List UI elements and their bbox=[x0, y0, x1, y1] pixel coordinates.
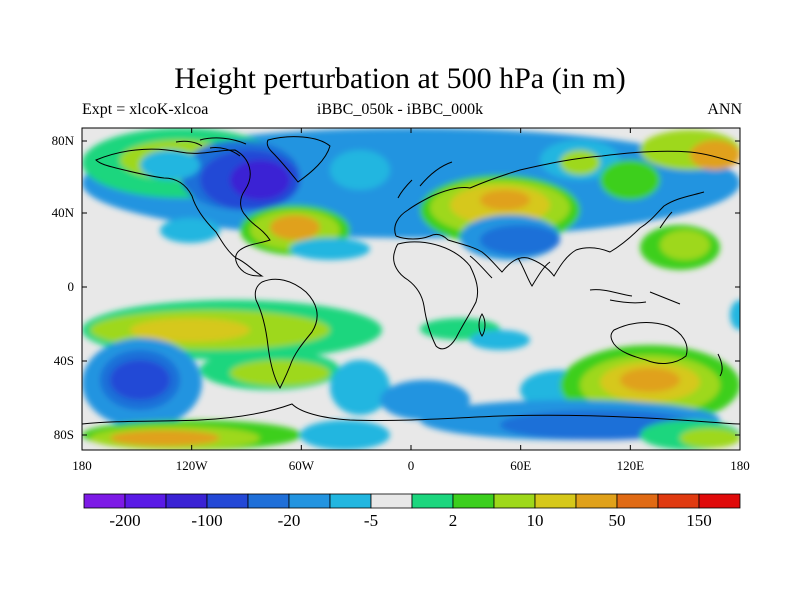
coast-madagascar bbox=[478, 313, 486, 337]
comparison-label: iBBC_050k - iBBC_000k bbox=[316, 101, 484, 118]
coast-south-asia bbox=[469, 255, 551, 287]
contour-region bbox=[160, 218, 220, 243]
colorbar-label: -20 bbox=[278, 511, 301, 530]
colorbar-swatch bbox=[534, 493, 577, 509]
axis-ticks bbox=[81, 128, 741, 450]
colorbar-label: 150 bbox=[686, 511, 712, 530]
coast-south-america bbox=[254, 278, 318, 390]
coast-eurasia bbox=[394, 150, 740, 277]
coast-northern-europe bbox=[397, 161, 453, 199]
colorbar-label: -100 bbox=[191, 511, 222, 530]
colorbar-swatch bbox=[329, 493, 372, 509]
lat-label: 80S bbox=[54, 427, 74, 442]
contour-region bbox=[290, 238, 370, 260]
lat-label: 40N bbox=[52, 205, 75, 220]
contour-region bbox=[130, 318, 250, 342]
colorbar-swatch bbox=[493, 493, 536, 509]
coast-africa bbox=[393, 241, 479, 350]
contour-region bbox=[110, 360, 170, 400]
colorbar-swatch bbox=[165, 493, 208, 509]
colorbar-swatch bbox=[370, 493, 413, 509]
contour-region bbox=[680, 428, 740, 448]
colorbar-label: 2 bbox=[449, 511, 458, 530]
colorbar-label: -200 bbox=[109, 511, 140, 530]
colorbar-swatch bbox=[288, 493, 331, 509]
contour-region bbox=[560, 150, 600, 175]
coast-se-asia bbox=[589, 289, 681, 305]
contour-region bbox=[140, 150, 200, 180]
contour-region bbox=[480, 190, 530, 210]
colorbar-swatch bbox=[411, 493, 454, 509]
lon-label: 60E bbox=[510, 458, 531, 473]
contour-region bbox=[620, 368, 680, 392]
contour-region bbox=[330, 360, 390, 415]
contour-region bbox=[730, 300, 740, 330]
colorbar-label: -5 bbox=[364, 511, 378, 530]
colorbar-label: 50 bbox=[609, 511, 626, 530]
contour-region bbox=[230, 360, 330, 386]
lon-label: 60W bbox=[289, 458, 315, 473]
colorbar-swatch bbox=[575, 493, 618, 509]
colorbar-swatch bbox=[698, 493, 741, 509]
contour-region bbox=[300, 420, 390, 450]
lon-label: 0 bbox=[408, 458, 415, 473]
lon-label: 180 bbox=[72, 458, 92, 473]
contour-field bbox=[82, 128, 740, 450]
lat-label: 0 bbox=[68, 279, 75, 294]
contour-region bbox=[660, 230, 710, 260]
contour-region bbox=[230, 160, 290, 200]
coastlines bbox=[82, 136, 740, 425]
contour-region bbox=[270, 215, 320, 240]
colorbar-swatch bbox=[657, 493, 700, 509]
contour-region bbox=[480, 225, 560, 255]
lon-label: 120W bbox=[176, 458, 209, 473]
lon-label: 120E bbox=[617, 458, 645, 473]
contour-region bbox=[600, 160, 660, 200]
latitude-labels: 80N 40N 0 40S 80S bbox=[52, 133, 75, 442]
coast-antarctica bbox=[82, 403, 740, 425]
colorbar-swatch bbox=[247, 493, 290, 509]
longitude-labels: 180 120W 60W 0 60E 120E 180 bbox=[72, 458, 750, 473]
contour-region bbox=[470, 330, 530, 350]
colorbar-swatch bbox=[124, 493, 167, 509]
contour-region bbox=[330, 150, 390, 190]
coast-north-america bbox=[95, 148, 271, 277]
contour-region bbox=[690, 140, 740, 170]
plot-title: Height perturbation at 500 hPa (in m) bbox=[174, 62, 626, 95]
colorbar-swatch bbox=[616, 493, 659, 509]
experiment-label: Expt = xlcoK-xlcoa bbox=[82, 101, 209, 118]
season-label: ANN bbox=[707, 101, 742, 118]
lon-label: 180 bbox=[730, 458, 750, 473]
coast-greenland bbox=[266, 136, 331, 183]
colorbar: -200 -100 -20 -5 2 10 50 150 bbox=[83, 493, 741, 530]
lat-label: 80N bbox=[52, 133, 75, 148]
colorbar-label: 10 bbox=[527, 511, 544, 530]
contour-region bbox=[110, 430, 220, 446]
coast-arctic-islands bbox=[175, 137, 247, 157]
coast-japan bbox=[659, 211, 673, 229]
colorbar-swatch bbox=[206, 493, 249, 509]
lat-label: 40S bbox=[54, 353, 74, 368]
colorbar-swatch bbox=[452, 493, 495, 509]
colorbar-swatch bbox=[83, 493, 126, 509]
coast-new-zealand bbox=[717, 353, 723, 377]
coast-australia bbox=[610, 322, 688, 364]
